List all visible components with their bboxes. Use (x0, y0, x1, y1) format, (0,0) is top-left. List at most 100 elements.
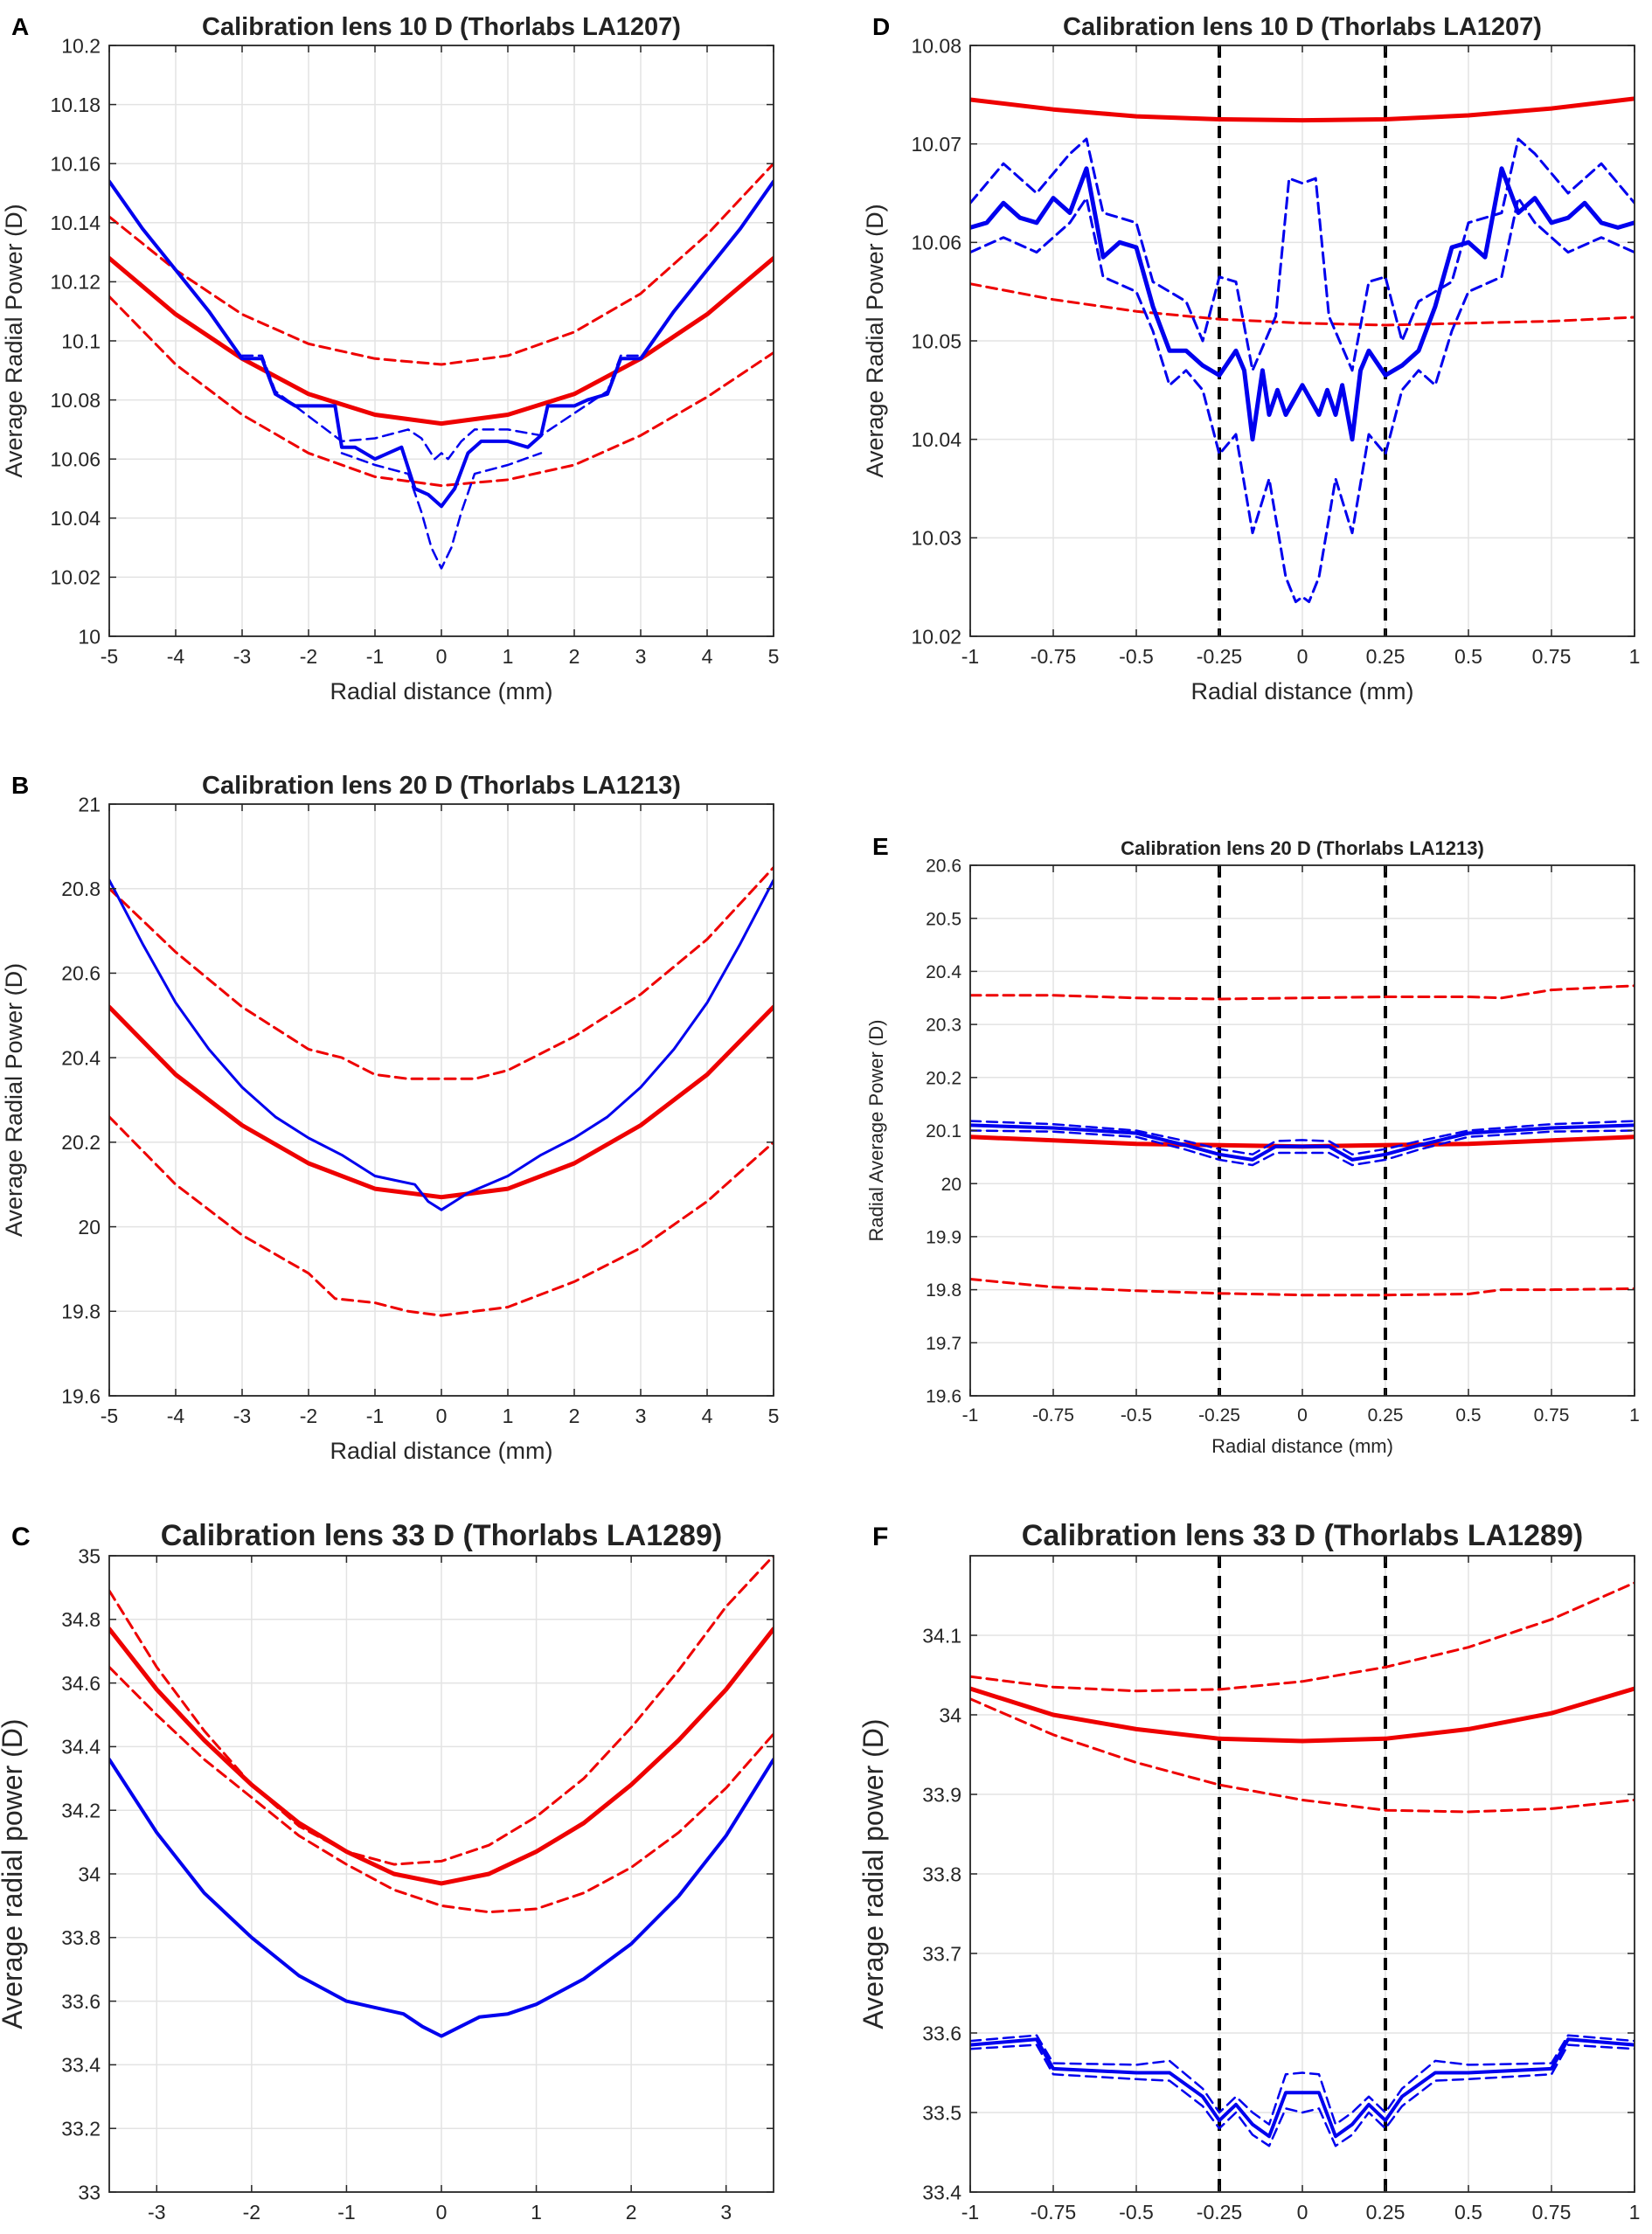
y-tick-label: 20.8 (61, 878, 101, 900)
series-line-model-lower (109, 295, 774, 488)
x-tick-label: -5 (101, 645, 118, 668)
series-line-measured-lower (970, 197, 1635, 604)
grid (108, 803, 774, 1397)
y-axis-label: Average radial power (D) (857, 1718, 889, 2029)
x-tick-label: -0.75 (1031, 2201, 1076, 2224)
x-tick-label: 0 (436, 2201, 448, 2224)
chart-panel-b: -5 -4 -3 -2 -1 0 1 2 3 4 5 19.6 19.8 20 20.2 20.4 20.6 20… (1, 772, 779, 1464)
series-line-measured-upper (970, 2034, 1635, 2126)
y-tick-label: 33.4 (922, 2181, 961, 2203)
y-tick-label: 20 (941, 1175, 961, 1195)
series-group (970, 96, 1635, 604)
y-tick-label: 20.6 (61, 962, 101, 985)
x-axis-label: Radial distance (mm) (1211, 1435, 1393, 1457)
x-tick-label: 5 (768, 1405, 780, 1427)
y-tick-label: 34.2 (61, 1799, 101, 1821)
x-tick-label: 0.75 (1532, 2201, 1572, 2224)
x-tick-label: 0.5 (1454, 645, 1482, 668)
y-axis-label: Average Radial Power (D) (1, 204, 27, 477)
y-tick-label: 20.4 (61, 1046, 101, 1069)
series-group (970, 1581, 1635, 2147)
series-line-model-lower (109, 1115, 774, 1317)
y-tick-label: 10.08 (911, 34, 961, 57)
series-line-model-lower (109, 1665, 774, 1914)
y-tick-label: 10.03 (911, 527, 961, 550)
series-line-measured-upper (970, 137, 1635, 372)
series-line-model-upper (109, 162, 774, 366)
series-line-measured-lower (970, 2043, 1635, 2147)
y-tick-label: 19.6 (926, 1387, 961, 1407)
x-tick-label: 0.75 (1534, 1405, 1570, 1426)
x-tick-label: -4 (167, 1405, 185, 1427)
y-tick-label: 34.8 (61, 1608, 101, 1631)
y-tick-label: 10.16 (50, 152, 101, 175)
series-line-measured (970, 2037, 1635, 2139)
panel-letter: B (11, 772, 29, 799)
series-group (109, 1556, 774, 2038)
series-line-model-lower (970, 1697, 1635, 1814)
x-tick-label: -5 (101, 1405, 118, 1427)
y-tick-label: 33.8 (922, 1863, 961, 1885)
series-line-model (109, 1627, 774, 1886)
x-tick-label: -1 (337, 2201, 355, 2224)
y-tick-label: 20.2 (61, 1131, 101, 1154)
x-tick-label: 0.75 (1532, 645, 1572, 668)
chart-panel-e: -1 -0.75 -0.5 -0.25 0 0.25 0.5 0.75 1 19.6 19.7 19.… (865, 833, 1640, 1457)
x-tick-label: 0 (436, 1405, 448, 1427)
chart-title: Calibration lens 33 D (Thorlabs LA1289) (161, 1519, 722, 1552)
y-axis-label: Radial Average Power (D) (865, 1020, 887, 1242)
x-tick-label: 0 (1297, 1405, 1308, 1426)
chart-title: Calibration lens 20 D (Thorlabs LA1213) (1121, 837, 1484, 859)
x-tick-label: 0.5 (1454, 2201, 1482, 2224)
panel-letter: F (872, 1523, 888, 1551)
series-line-measured-upper (970, 1120, 1635, 1156)
y-axis-label: Average Radial Power (D) (1, 963, 27, 1237)
y-tick-label: 33 (78, 2181, 101, 2203)
series-line-model (970, 1686, 1635, 1744)
x-tick-label: -0.25 (1197, 645, 1242, 668)
x-tick-label: 0 (436, 645, 448, 668)
y-tick-label: 10.2 (61, 34, 101, 57)
chart-title: Calibration lens 10 D (Thorlabs LA1207) (202, 13, 681, 41)
y-tick-label: 10.05 (911, 330, 961, 352)
marker-lines (1218, 45, 1387, 636)
x-tick-label: -0.5 (1119, 2201, 1154, 2224)
y-tick-label: 33.5 (922, 2101, 961, 2124)
x-tick-label: 2 (569, 645, 580, 668)
y-tick-label: 33.9 (922, 1783, 961, 1806)
x-tick-label: -0.5 (1121, 1405, 1152, 1426)
y-tick-label: 20.5 (926, 909, 961, 929)
y-tick-label: 10.1 (61, 330, 101, 352)
x-tick-label: 0 (1297, 2201, 1308, 2224)
marker-lines (1218, 1556, 1387, 2192)
series-line-measured (109, 878, 774, 1211)
series-line-model (970, 96, 1635, 123)
series-line-model-upper (970, 1581, 1635, 1693)
y-tick-label: 35 (78, 1544, 101, 1567)
y-axis-label: Average radial power (D) (0, 1718, 28, 2029)
x-tick-label: -1 (366, 645, 384, 668)
y-tick-label: 20.6 (926, 857, 961, 877)
x-tick-label: 3 (635, 1405, 647, 1427)
y-tick-label: 34 (939, 1703, 961, 1726)
x-tick-label: -0.25 (1197, 2201, 1242, 2224)
series-line-measured (109, 1758, 774, 2038)
series-line-model-upper (109, 866, 774, 1080)
x-tick-label: -1 (961, 2201, 979, 2224)
x-tick-label: -0.5 (1119, 645, 1154, 668)
x-tick-label: -1 (962, 1405, 979, 1426)
x-tick-label: -2 (300, 1405, 317, 1427)
y-tick-label: 34.1 (922, 1624, 961, 1647)
y-tick-label: 20.3 (926, 1016, 961, 1036)
y-tick-label: 33.8 (61, 1926, 101, 1949)
x-tick-label: 3 (720, 2201, 732, 2224)
x-tick-label: 3 (635, 645, 647, 668)
series-line-measured-lower (970, 1129, 1635, 1167)
x-tick-label: -0.75 (1032, 1405, 1074, 1426)
series-line-model-upper (970, 984, 1635, 1001)
x-axis-label: Radial distance (mm) (330, 1438, 552, 1464)
marker-lines (1218, 865, 1387, 1396)
panel-letter: A (11, 13, 29, 40)
y-tick-label: 33.7 (922, 1942, 961, 1965)
